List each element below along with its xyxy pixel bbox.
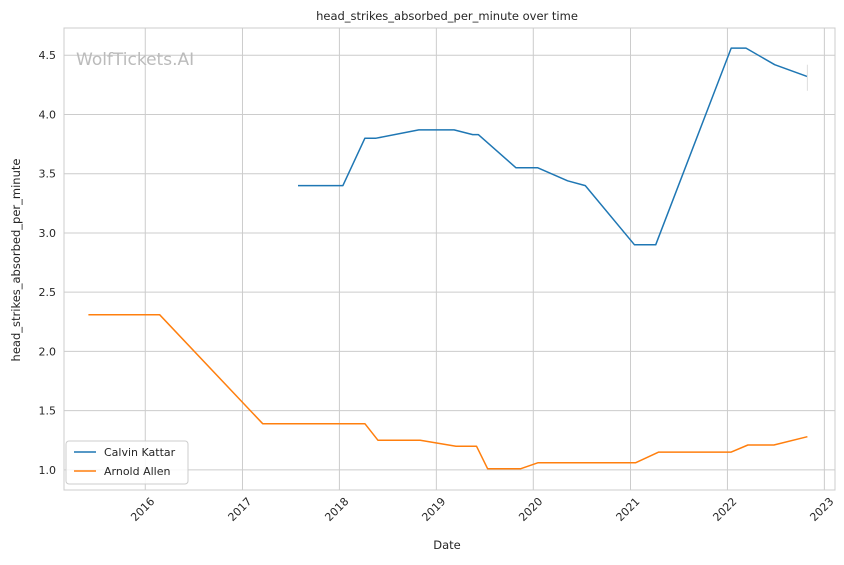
- legend: Calvin Kattar Arnold Allen: [65, 440, 189, 485]
- y-tick-label: 4.0: [39, 108, 57, 121]
- series-layer: [88, 47, 808, 470]
- y-tick-label: 2.0: [39, 345, 57, 358]
- watermark: WolfTickets.AI: [76, 50, 194, 70]
- grid: [64, 28, 835, 490]
- y-tick-label: 3.5: [39, 168, 57, 181]
- y-axis-ticks: 1.0 1.5 2.0 2.5 3.0 3.5 4.0 4.5: [39, 49, 57, 477]
- legend-label-arnold-allen: Arnold Allen: [104, 465, 170, 478]
- series-line-arnold-allen: [88, 313, 808, 470]
- legend-label-calvin-kattar: Calvin Kattar: [104, 446, 176, 459]
- y-tick-label: 1.0: [39, 464, 57, 477]
- legend-box: [65, 440, 189, 485]
- y-axis-label: head_strikes_absorbed_per_minute: [9, 159, 23, 362]
- y-tick-label: 4.5: [39, 49, 57, 62]
- series-line-calvin-kattar: [298, 47, 808, 246]
- plot-area: [63, 27, 836, 491]
- chart-title: head_strikes_absorbed_per_minute over ti…: [316, 9, 578, 23]
- y-tick-label: 2.5: [39, 286, 57, 299]
- x-axis-label: Date: [433, 538, 461, 552]
- y-tick-label: 1.5: [39, 405, 57, 418]
- y-tick-label: 3.0: [39, 227, 57, 240]
